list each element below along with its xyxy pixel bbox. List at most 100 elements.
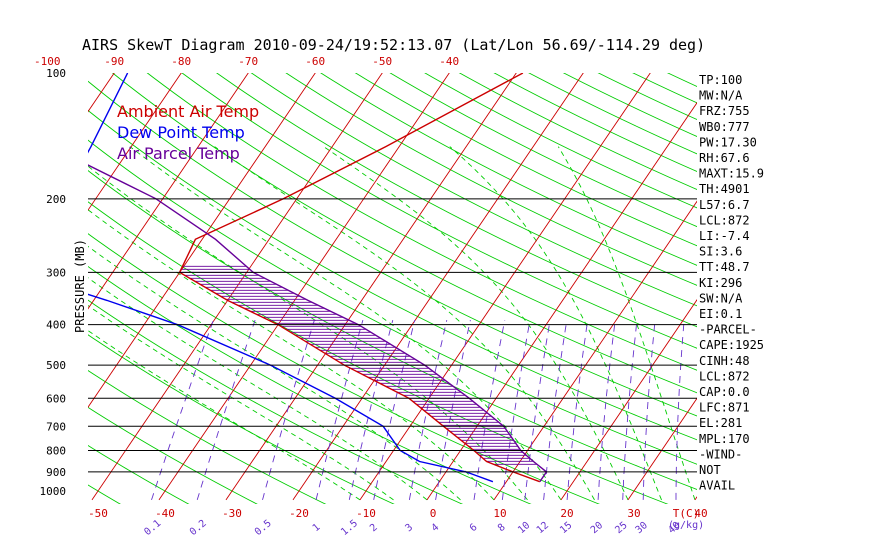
mixing-ratio-label: 1.5 (339, 518, 360, 538)
mixing-ratio-line (151, 319, 214, 501)
top-temp-tick-label: -80 (171, 55, 191, 68)
dry-adiabat (88, 80, 697, 417)
pressure-tick-label: 400 (46, 319, 66, 332)
pressure-tick-label: 1000 (40, 485, 67, 498)
dry-adiabat (88, 406, 258, 504)
index-entry: CINH:48 (699, 354, 750, 368)
dry-adiabat (88, 139, 697, 465)
parcel-temp-line (88, 164, 548, 483)
top-temp-tick-label: -100 (34, 55, 61, 68)
index-entry: FRZ:755 (699, 104, 750, 118)
mixing-ratio-line (597, 320, 616, 500)
bottom-temp-tick-label: -30 (222, 507, 242, 520)
pressure-tick-label: 100 (46, 67, 66, 80)
bottom-temp-tick-label: -20 (289, 507, 309, 520)
bottom-temp-tick-label: 20 (560, 507, 573, 520)
dry-adiabat (146, 73, 697, 371)
bottom-temp-tick-label: 0 (430, 507, 437, 520)
index-entry: LFC:871 (699, 401, 750, 415)
dry-adiabat (88, 201, 669, 504)
index-entry: MPL:170 (699, 432, 750, 446)
dry-adiabat (88, 109, 697, 441)
moist-adiabat (88, 245, 461, 501)
moist-adiabat (214, 146, 595, 501)
isotherm (88, 73, 249, 310)
isotherm (627, 397, 697, 501)
index-entry: -WIND- (699, 447, 742, 461)
mixing-ratio-line (408, 319, 448, 500)
pressure-tick-label: 500 (46, 359, 66, 372)
index-entry: MAXT:15.9 (699, 167, 764, 181)
dry-adiabat (88, 484, 121, 504)
mixing-ratio-label: 12 (535, 520, 551, 536)
index-entry: SI:3.6 (699, 245, 742, 259)
index-entry: LCL:872 (699, 369, 750, 383)
isotherm (560, 299, 697, 501)
mixing-ratio-line (373, 319, 416, 500)
index-entry: MW:N/A (699, 89, 743, 103)
mixing-ratio-line (315, 319, 364, 501)
mixing-ratio-label: 30 (634, 520, 650, 536)
y-axis-label: PRESSURE (MB) (73, 239, 87, 333)
mixing-ratio-label: 20 (589, 520, 605, 536)
mixing-ratio-unit-label: (g/kg) (668, 520, 704, 531)
dry-adiabat (320, 73, 697, 266)
pressure-tick-label: 700 (46, 420, 66, 433)
mixing-ratio-line (262, 319, 315, 501)
moist-adiabat (449, 146, 662, 501)
top-temp-tick-label: -60 (305, 55, 325, 68)
mixing-ratio-line (435, 320, 471, 500)
chart-title: AIRS SkewT Diagram 2010-09-24/19:52:13.0… (82, 36, 705, 54)
isotherm (292, 73, 584, 501)
isotherm (829, 54, 870, 500)
isotherm (426, 101, 697, 501)
dry-adiabat (458, 73, 697, 191)
index-entry: TH:4901 (699, 182, 750, 196)
isotherm (88, 73, 182, 211)
bottom-temp-tick-label: -40 (155, 507, 175, 520)
isotherm (359, 73, 651, 501)
mixing-ratio-line (348, 319, 394, 500)
index-entry: CAPE:1925 (699, 338, 764, 352)
dry-adiabat (493, 73, 697, 172)
mixing-ratio-label: 10 (516, 520, 532, 536)
dry-adiabat (216, 73, 697, 328)
index-entry: TP:100 (699, 73, 742, 87)
dry-adiabat (181, 73, 697, 349)
moist-adiabat (557, 146, 696, 501)
dry-adiabat (285, 73, 697, 286)
legend-dew-point: Dew Point Temp (117, 123, 245, 142)
mixing-ratio-line (566, 320, 589, 500)
mixing-ratio-label: 6 (468, 522, 480, 534)
dry-adiabat (88, 170, 697, 490)
index-entry: AVAIL (699, 479, 735, 493)
dry-adiabat (424, 73, 697, 209)
legend-ambient-temp: Ambient Air Temp (117, 102, 259, 121)
mixing-ratio-label: 0.5 (253, 518, 274, 538)
index-entry: EL:281 (699, 416, 742, 430)
bottom-temp-tick-label: -50 (88, 507, 108, 520)
index-entry: RH:67.6 (699, 151, 750, 165)
mixing-ratio-label: 2 (368, 522, 380, 534)
index-entry: KI:296 (699, 276, 742, 290)
index-entry: NOT (699, 463, 721, 477)
bottom-temp-tick-label: 30 (627, 507, 640, 520)
mixing-ratio-label: 1 (311, 522, 323, 534)
index-entry: WB0:777 (699, 120, 750, 134)
isotherm (762, 54, 870, 500)
pressure-tick-label: 900 (46, 466, 66, 479)
temp-unit-label: T(C) (673, 507, 700, 520)
top-temp-tick-label: -90 (104, 55, 124, 68)
dry-adiabat (88, 334, 395, 504)
dry-adiabat (528, 73, 697, 155)
legend: Ambient Air Temp Dew Point Temp Air Parcel… (117, 102, 259, 163)
pressure-tick-label: 800 (46, 444, 66, 457)
index-entry: -PARCEL- (699, 323, 757, 337)
top-temp-tick-label: -40 (439, 55, 459, 68)
index-entry: PW:17.30 (699, 135, 757, 149)
isotherm (88, 73, 316, 408)
bottom-temp-tick-label: 10 (493, 507, 506, 520)
index-entry: CAP:0.0 (699, 385, 750, 399)
dry-adiabat (88, 299, 464, 504)
